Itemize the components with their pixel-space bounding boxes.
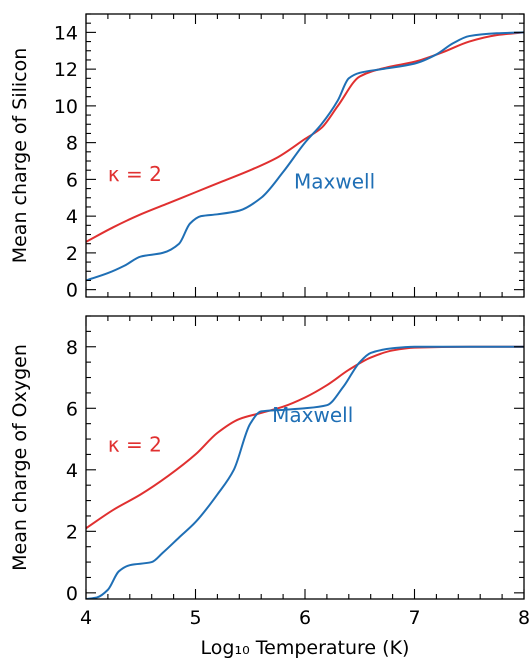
- y-tick-label: 14: [54, 22, 78, 44]
- y-tick-label: 12: [54, 59, 78, 81]
- x-tick-label: 4: [80, 607, 92, 629]
- y-tick-label: 2: [66, 243, 78, 265]
- plot-frame-bottom: [85, 315, 525, 600]
- maxwell-series-label: Maxwell: [294, 170, 375, 194]
- x-axis-title: Log₁₀ Temperature (K): [201, 637, 410, 659]
- kappa-series-label: κ = 2: [108, 162, 162, 186]
- oxygen-panel: 4 5 6 7 8 0 2 4 6 8 Mean charge of Oxygen Log₁₀ Tem…: [9, 315, 530, 659]
- silicon-panel: 0 2 4 6 8 10 12 14 Mean charge of Silicon κ = 2 Ma…: [9, 13, 525, 302]
- y-tick-label: 0: [66, 280, 78, 302]
- y-tick-label: 4: [66, 460, 78, 482]
- y-tick-label: 8: [66, 133, 78, 155]
- maxwell-series-label: Maxwell: [272, 403, 353, 427]
- y-tick-label: 6: [66, 398, 78, 420]
- x-tick-label: 7: [408, 607, 420, 629]
- y-axis-title: Mean charge of Oxygen: [9, 344, 31, 571]
- y-tick-label: 8: [66, 337, 78, 359]
- y-tick-label: 0: [66, 583, 78, 605]
- maxwell-line-top: [86, 31, 524, 282]
- y-tick-label: 4: [66, 206, 78, 228]
- y-tick-label: 10: [54, 96, 78, 118]
- y-tick-label: 2: [66, 521, 78, 543]
- kappa-line-top: [86, 31, 524, 243]
- maxwell-line-bottom: [86, 345, 524, 599]
- y-axis-title: Mean charge of Silicon: [9, 48, 31, 264]
- kappa-line-bottom: [86, 345, 524, 530]
- x-tick-label: 5: [189, 607, 201, 629]
- x-tick-label: 6: [299, 607, 311, 629]
- x-tick-label: 8: [518, 607, 530, 629]
- y-tick-label: 6: [66, 169, 78, 191]
- kappa-series-label: κ = 2: [108, 432, 162, 456]
